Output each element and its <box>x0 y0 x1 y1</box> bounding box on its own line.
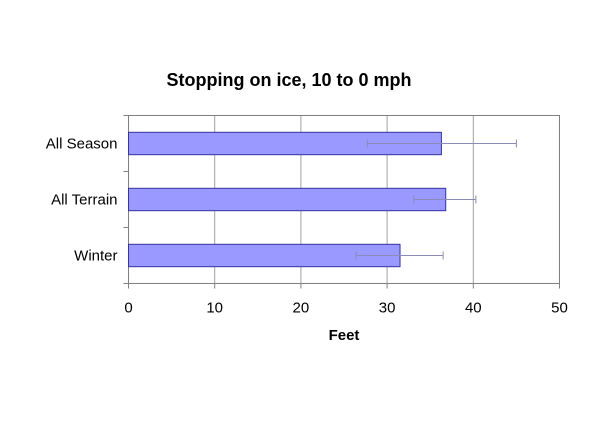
x-tick-label: 30 <box>379 300 396 317</box>
x-tick-label: 10 <box>206 300 223 317</box>
bars <box>128 131 447 268</box>
x-tick-label: 20 <box>293 300 310 317</box>
x-tick-label: 40 <box>465 300 482 317</box>
x-tick-label: 0 <box>124 300 132 317</box>
category-label: Winter <box>74 248 117 265</box>
x-tick-labels: 0 10 20 30 40 50 <box>124 283 568 317</box>
category-label: All Terrain <box>51 192 117 209</box>
x-tick-label: 50 <box>551 300 568 317</box>
category-labels: All Season All Terrain Winter <box>46 115 129 284</box>
chart-title: Stopping on ice, 10 to 0 mph <box>166 70 411 90</box>
error-bars <box>355 139 517 260</box>
x-axis-label: Feet <box>329 327 360 344</box>
bar <box>128 187 447 212</box>
category-label: All Season <box>46 136 118 153</box>
